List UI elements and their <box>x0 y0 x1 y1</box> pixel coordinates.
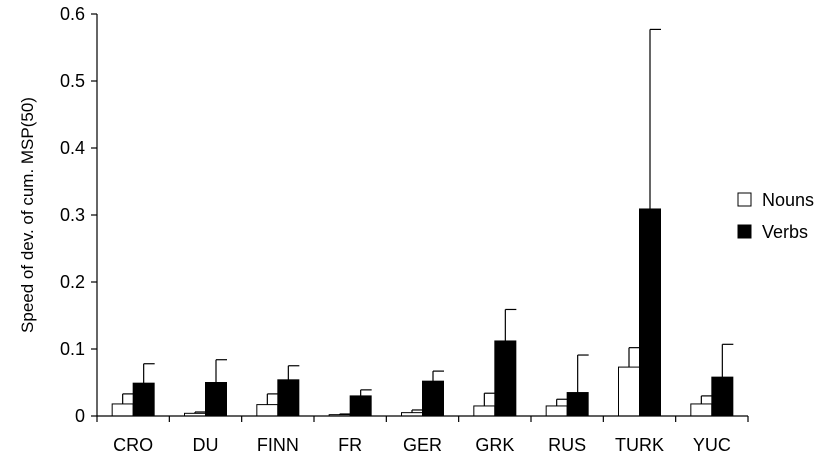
error-bar-nouns-cro <box>122 393 134 404</box>
legend-swatch-nouns <box>737 192 752 207</box>
y-tick-label: 0.5 <box>60 71 85 91</box>
error-bar-nouns-turk <box>628 347 640 368</box>
error-bar-verbs-turk <box>649 28 661 209</box>
bar-verbs-rus <box>566 392 589 417</box>
x-tick-label: YUC <box>693 435 731 455</box>
y-tick-label: 0.4 <box>60 138 85 158</box>
x-tick-label: GRK <box>475 435 514 455</box>
error-bar-nouns-ger <box>411 409 423 413</box>
y-tick-label: 0 <box>75 406 85 426</box>
error-bar-nouns-rus <box>556 398 568 406</box>
axes: CRO DU FINN FR GER GRK RUS TURK YUC 0 0.1 0.2 0.3 0.4… <box>60 4 749 455</box>
legend-label-verbs: Verbs <box>762 222 808 242</box>
error-bar-verbs-du <box>215 359 227 383</box>
bar-nouns-yuc <box>690 403 713 417</box>
error-bar-verbs-ger <box>432 370 444 382</box>
y-tick-label: 0.2 <box>60 272 85 292</box>
x-tick-label: GER <box>403 435 442 455</box>
bar-verbs-du <box>205 382 227 417</box>
bar-nouns-grk <box>473 405 496 417</box>
bar-verbs-finn <box>277 379 300 417</box>
error-bar-nouns-du <box>194 411 206 414</box>
x-tick-label: TURK <box>615 435 664 455</box>
x-tick-label: FINN <box>257 435 299 455</box>
bar-verbs-grk <box>494 340 517 417</box>
bar-nouns-finn <box>256 404 279 417</box>
error-bars <box>122 28 734 415</box>
error-bar-nouns-grk <box>483 392 496 406</box>
y-tick-label: 0.1 <box>60 339 85 359</box>
bar-nouns-cro <box>111 403 134 417</box>
y-tick-label: 0.3 <box>60 205 85 225</box>
y-tick-label: 0.6 <box>60 4 85 24</box>
y-axis-label: Speed of dev. of cum. MSP(50) <box>18 97 37 333</box>
error-bar-verbs-finn <box>287 365 300 380</box>
error-bar-nouns-finn <box>266 393 279 405</box>
legend-item-nouns: Nouns <box>737 190 814 210</box>
bar-verbs-yuc <box>711 376 734 417</box>
x-tick-label: DU <box>193 435 219 455</box>
legend-item-verbs: Verbs <box>737 222 808 242</box>
bar-verbs-fr <box>349 395 372 417</box>
legend-label-nouns: Nouns <box>762 190 814 210</box>
x-tick-label: FR <box>338 435 362 455</box>
error-bar-verbs-fr <box>360 389 372 396</box>
bar-nouns-turk <box>618 366 640 417</box>
error-bar-nouns-yuc <box>700 395 713 404</box>
bar-nouns-rus <box>545 405 568 417</box>
error-bar-nouns-fr <box>339 413 351 415</box>
error-bar-verbs-cro <box>143 363 155 384</box>
bar-verbs-ger <box>422 380 444 417</box>
legend-swatch-verbs <box>737 224 752 239</box>
bars <box>111 208 734 417</box>
x-tick-label: RUS <box>548 435 586 455</box>
x-tick-label: CRO <box>113 435 153 455</box>
error-bar-verbs-grk <box>504 308 517 341</box>
bar-verbs-cro <box>132 382 155 417</box>
legend: Nouns Verbs <box>737 190 814 242</box>
error-bar-verbs-rus <box>577 354 589 393</box>
bar-verbs-turk <box>639 208 661 417</box>
error-bar-verbs-yuc <box>721 343 734 378</box>
